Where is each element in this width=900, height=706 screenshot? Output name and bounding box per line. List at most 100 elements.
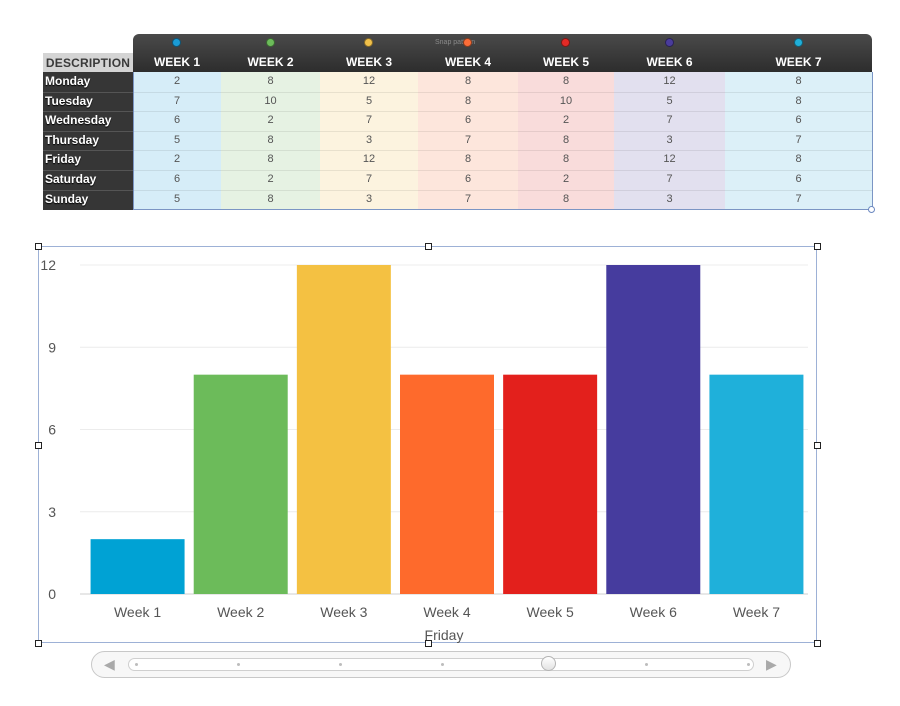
table-cell[interactable]: 8 bbox=[267, 153, 274, 166]
table-cell[interactable]: 8 bbox=[562, 133, 570, 146]
x-tick-label: Week 1 bbox=[114, 604, 161, 620]
table-cell[interactable]: 7 bbox=[365, 173, 373, 185]
table-cell[interactable]: 8 bbox=[562, 75, 570, 87]
table-cell[interactable]: 7 bbox=[464, 192, 472, 205]
table-cell[interactable]: 7 bbox=[795, 133, 802, 146]
row-label-sunday[interactable]: Sunday bbox=[45, 191, 89, 206]
table-cell[interactable]: 8 bbox=[795, 75, 802, 87]
column-header-week-5[interactable]: WEEK 5 bbox=[518, 34, 614, 72]
column-header-week-6[interactable]: WEEK 6 bbox=[614, 34, 725, 72]
table-cell[interactable]: 3 bbox=[365, 133, 373, 146]
table-cell[interactable]: 12 bbox=[663, 75, 676, 87]
scrub-tick-dot[interactable] bbox=[135, 663, 138, 666]
table-cell[interactable]: 6 bbox=[464, 114, 472, 127]
column-background bbox=[320, 72, 418, 210]
bar-week-5[interactable] bbox=[503, 374, 598, 594]
selection-handle[interactable] bbox=[35, 441, 42, 449]
selection-handle[interactable] bbox=[814, 243, 821, 250]
row-label-tuesday[interactable]: Tuesday bbox=[45, 93, 93, 108]
row-label-monday[interactable]: Monday bbox=[45, 74, 91, 88]
column-header-week-4[interactable]: WEEK 4 bbox=[418, 34, 518, 72]
table-cell[interactable]: 8 bbox=[562, 192, 570, 205]
column-header-label: WEEK 4 bbox=[444, 55, 491, 69]
table-cell[interactable]: 3 bbox=[365, 192, 373, 205]
table-cell[interactable]: 2 bbox=[173, 75, 181, 87]
table-cell[interactable]: 8 bbox=[562, 153, 570, 166]
table-cell[interactable]: 12 bbox=[663, 153, 676, 166]
table-cell[interactable]: 6 bbox=[173, 114, 181, 127]
table-cell[interactable]: 8 bbox=[267, 75, 274, 87]
table-cell[interactable]: 8 bbox=[464, 94, 472, 107]
table-cell[interactable]: 2 bbox=[562, 173, 570, 185]
table-cell[interactable]: 5 bbox=[173, 192, 181, 205]
table-cell[interactable]: 7 bbox=[173, 94, 181, 107]
bar-week-3[interactable] bbox=[296, 265, 391, 594]
table-cell[interactable]: 6 bbox=[795, 173, 802, 185]
bar-week-6[interactable] bbox=[606, 265, 701, 594]
y-tick-label: 12 bbox=[40, 257, 56, 273]
selection-handle[interactable] bbox=[424, 243, 432, 250]
series-color-dot-icon bbox=[463, 38, 472, 47]
scrub-tick-dot[interactable] bbox=[339, 663, 342, 666]
selection-handle[interactable] bbox=[35, 640, 42, 647]
selection-handle[interactable] bbox=[814, 441, 821, 449]
table-cell[interactable]: 3 bbox=[666, 133, 673, 146]
bar-week-2[interactable] bbox=[193, 374, 288, 594]
row-label-friday[interactable]: Friday bbox=[45, 152, 82, 167]
table-cell[interactable]: 2 bbox=[267, 173, 274, 185]
table-cell[interactable]: 5 bbox=[666, 94, 673, 107]
table-cell[interactable]: 5 bbox=[365, 94, 373, 107]
scrub-tick-dot[interactable] bbox=[645, 663, 648, 666]
scrub-left-arrow-icon[interactable]: ◀ bbox=[104, 656, 115, 672]
table-cell[interactable]: 7 bbox=[464, 133, 472, 146]
row-label-wednesday[interactable]: Wednesday bbox=[45, 113, 112, 128]
column-header-week-3[interactable]: WEEK 3 bbox=[320, 34, 418, 72]
table-cell[interactable]: 10 bbox=[559, 94, 573, 107]
table-cell[interactable]: 2 bbox=[173, 153, 181, 166]
row-label-thursday[interactable]: Thursday bbox=[45, 132, 100, 147]
row-label-saturday[interactable]: Saturday bbox=[45, 172, 97, 186]
table-cell[interactable]: 3 bbox=[666, 192, 673, 205]
table-resize-handle[interactable] bbox=[868, 206, 875, 213]
table-cell[interactable]: 7 bbox=[666, 173, 673, 185]
column-header-week-2[interactable]: WEEK 2 bbox=[221, 34, 320, 72]
scrub-knob[interactable] bbox=[541, 656, 557, 671]
table-cell[interactable]: 7 bbox=[365, 114, 373, 127]
scrub-track[interactable] bbox=[128, 656, 754, 671]
data-table[interactable]: Snap pattern WEEK 1 WEEK 2 WEEK 3 WEEK 4 WEE… bbox=[43, 34, 873, 211]
table-cell[interactable]: 8 bbox=[464, 75, 472, 87]
bar-week-4[interactable] bbox=[400, 374, 494, 594]
table-cell[interactable]: 8 bbox=[464, 153, 472, 166]
scrub-right-arrow-icon[interactable]: ▶ bbox=[766, 656, 777, 672]
selection-handle[interactable] bbox=[35, 243, 42, 250]
chart-data-scrubber[interactable]: ◀ ▶ bbox=[91, 651, 791, 678]
table-cell[interactable]: 8 bbox=[795, 153, 802, 166]
scrub-tick-dot[interactable] bbox=[237, 663, 240, 666]
table-cell[interactable]: 10 bbox=[264, 94, 277, 107]
table-cell[interactable]: 8 bbox=[267, 192, 274, 205]
bar-week-1[interactable] bbox=[90, 539, 185, 594]
table-cell[interactable]: 7 bbox=[666, 114, 673, 127]
scrub-tick-dot[interactable] bbox=[441, 663, 444, 666]
selection-handle[interactable] bbox=[814, 640, 821, 647]
table-cell[interactable]: 12 bbox=[362, 153, 376, 166]
y-tick-label: 6 bbox=[48, 422, 56, 438]
column-header-week-7[interactable]: WEEK 7 bbox=[725, 34, 872, 72]
table-cell[interactable]: 8 bbox=[795, 94, 802, 107]
column-header-week-1[interactable]: WEEK 1 bbox=[133, 34, 221, 72]
table-cell[interactable]: 2 bbox=[267, 114, 274, 127]
table-cell[interactable]: 5 bbox=[173, 133, 181, 146]
table-cell[interactable]: 7 bbox=[795, 192, 802, 205]
selection-handle[interactable] bbox=[424, 640, 432, 647]
table-cell[interactable]: 6 bbox=[464, 173, 472, 185]
table-cell[interactable]: 8 bbox=[267, 133, 274, 146]
table-cell[interactable]: 2 bbox=[562, 114, 570, 127]
column-background bbox=[725, 72, 872, 210]
bar-week-7[interactable] bbox=[709, 374, 804, 594]
table-cell[interactable]: 6 bbox=[173, 173, 181, 185]
row-grid-line bbox=[133, 170, 872, 171]
table-cell[interactable]: 6 bbox=[795, 114, 802, 127]
table-cell[interactable]: 12 bbox=[362, 75, 376, 87]
scrub-tick-dot[interactable] bbox=[747, 663, 750, 666]
